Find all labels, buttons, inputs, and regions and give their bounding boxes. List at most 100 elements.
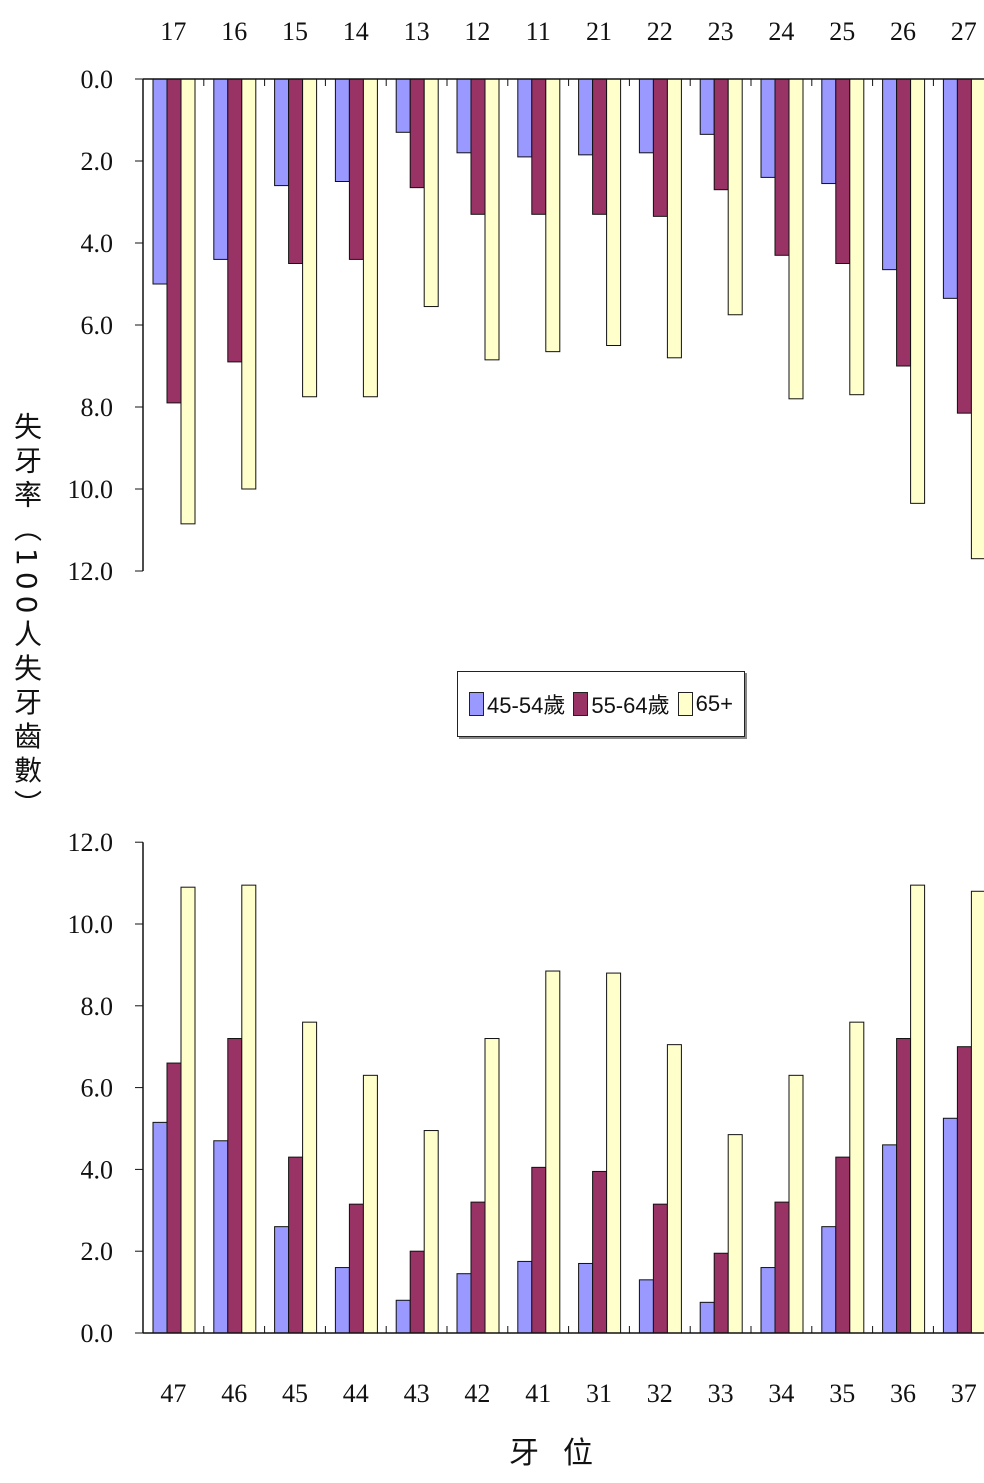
bar-c1-s1-15 — [274, 78, 290, 187]
bar-c1-s1-13 — [395, 78, 411, 133]
x-tick-label-c2-31: 31 — [586, 1379, 612, 1408]
y-tick-label-c1-2: 4.0 — [81, 229, 114, 258]
bar-c1-s1-12 — [456, 78, 472, 154]
bar-c2-s2-44 — [348, 1203, 364, 1334]
bar-c1-s2-24 — [774, 78, 790, 256]
bar-c1-s2-26 — [896, 78, 912, 367]
y-tick-label-c2-5: 10.0 — [68, 910, 114, 939]
x-tick-label-c1-12: 12 — [464, 17, 490, 46]
x-tick-label-c2-46: 46 — [221, 1379, 247, 1408]
bar-c1-s1-27 — [942, 78, 958, 299]
bar-c2-s1-41 — [517, 1260, 533, 1334]
bar-c2-s1-46 — [213, 1140, 229, 1334]
y-tick-label-c1-6: 12.0 — [68, 557, 114, 586]
x-tick-label-c2-45: 45 — [282, 1379, 308, 1408]
legend-label-65-plus: 65+ — [695, 691, 733, 716]
bar-c2-s3-41 — [545, 970, 561, 1334]
bar-c2-s2-31 — [592, 1170, 608, 1334]
bar-c1-s2-22 — [652, 78, 668, 217]
bar-c1-s3-26 — [910, 78, 926, 504]
bar-c2-s1-37 — [942, 1117, 958, 1334]
bar-c2-s2-33 — [713, 1252, 729, 1334]
y-axis-label: 失牙率（100人失牙齒數） — [10, 412, 43, 824]
bar-c1-s1-14 — [334, 78, 350, 182]
y-tick-label-c2-6: 12.0 — [68, 828, 114, 857]
bar-c1-s3-12 — [484, 78, 500, 361]
x-tick-label-c2-44: 44 — [343, 1379, 369, 1408]
bar-c1-s1-22 — [638, 78, 654, 154]
bar-c1-s3-25 — [849, 78, 865, 396]
bar-c2-s1-34 — [760, 1267, 776, 1334]
bar-c2-s2-41 — [531, 1166, 547, 1334]
legend-swatch-65-plus — [677, 692, 693, 716]
legend-item-65-plus: 65+ — [677, 691, 733, 717]
bar-c1-s2-11 — [531, 78, 547, 215]
bar-c2-s2-32 — [652, 1203, 668, 1334]
y-tick-label-c1-4: 8.0 — [81, 393, 114, 422]
bar-c2-s2-43 — [409, 1250, 425, 1334]
bar-c1-s2-27 — [956, 78, 972, 414]
bar-c2-s2-46 — [227, 1038, 243, 1334]
y-tick-label-c2-1: 2.0 — [81, 1237, 114, 1266]
x-tick-label-c1-13: 13 — [404, 17, 430, 46]
bar-c1-s2-17 — [166, 78, 182, 404]
bar-c1-s3-23 — [727, 78, 743, 316]
bar-c1-s1-24 — [760, 78, 776, 178]
bar-c2-s1-33 — [699, 1301, 715, 1334]
x-tick-label-c2-37: 37 — [951, 1379, 977, 1408]
bar-c2-s3-45 — [302, 1021, 318, 1334]
legend: 45-54歲 55-64歲 65+ — [457, 671, 745, 737]
x-tick-label-c1-21: 21 — [586, 17, 612, 46]
bar-c1-s3-17 — [180, 78, 196, 525]
bar-c2-s1-42 — [456, 1273, 472, 1334]
bar-c1-s2-15 — [288, 78, 304, 264]
bar-c1-s3-16 — [241, 78, 257, 490]
bar-c2-s2-36 — [896, 1038, 912, 1334]
bar-c1-s3-11 — [545, 78, 561, 353]
x-tick-label-c1-26: 26 — [890, 17, 916, 46]
x-tick-label-c2-32: 32 — [647, 1379, 673, 1408]
bar-c1-s3-13 — [423, 78, 439, 308]
legend-item-45-54: 45-54歲 — [469, 688, 565, 720]
bar-c2-s1-47 — [152, 1121, 168, 1334]
bar-c2-s1-45 — [274, 1226, 290, 1334]
x-tick-label-c1-15: 15 — [282, 17, 308, 46]
legend-label-45-54: 45-54歲 — [487, 693, 566, 718]
legend-swatch-45-54 — [469, 692, 485, 716]
bar-c1-s3-27 — [970, 78, 984, 560]
y-tick-label-c1-1: 2.0 — [81, 147, 114, 176]
bar-c2-s1-36 — [882, 1144, 898, 1334]
bar-c1-s3-24 — [788, 78, 804, 400]
bar-c2-s3-33 — [727, 1134, 743, 1334]
bar-c1-s2-21 — [592, 78, 608, 215]
legend-swatch-55-64 — [573, 692, 589, 716]
x-tick-label-c2-42: 42 — [464, 1379, 490, 1408]
y-tick-label-c2-4: 8.0 — [81, 992, 114, 1021]
legend-item-55-64: 55-64歲 — [573, 688, 670, 720]
x-tick-label-c2-43: 43 — [404, 1379, 430, 1408]
bar-c2-s3-31 — [606, 972, 622, 1334]
bar-c2-s1-32 — [638, 1279, 654, 1334]
bar-c1-s2-14 — [348, 78, 364, 260]
bar-c1-s1-16 — [213, 78, 229, 260]
x-tick-label-c1-14: 14 — [343, 17, 369, 46]
bar-c1-s1-21 — [578, 78, 594, 156]
bar-c1-s1-26 — [882, 78, 898, 271]
bar-c2-s1-43 — [395, 1299, 411, 1334]
legend-label-55-64: 55-64歲 — [591, 693, 670, 718]
bar-c1-s3-15 — [302, 78, 318, 398]
x-tick-label-c2-33: 33 — [708, 1379, 734, 1408]
bar-c1-s1-11 — [517, 78, 533, 158]
bar-c2-s2-47 — [166, 1062, 182, 1334]
bar-c2-s1-35 — [821, 1226, 837, 1334]
x-tick-label-c2-34: 34 — [768, 1379, 794, 1408]
y-tick-label-c2-0: 0.0 — [81, 1319, 114, 1348]
y-tick-label-c1-0: 0.0 — [81, 65, 114, 94]
bar-c1-s2-13 — [409, 78, 425, 189]
x-tick-label-c1-11: 11 — [526, 17, 551, 46]
bar-c2-s3-43 — [423, 1130, 439, 1334]
bar-c2-s3-46 — [241, 884, 257, 1334]
bar-c2-s2-34 — [774, 1201, 790, 1334]
bar-c2-s3-37 — [970, 890, 984, 1334]
x-tick-label-c1-16: 16 — [221, 17, 247, 46]
